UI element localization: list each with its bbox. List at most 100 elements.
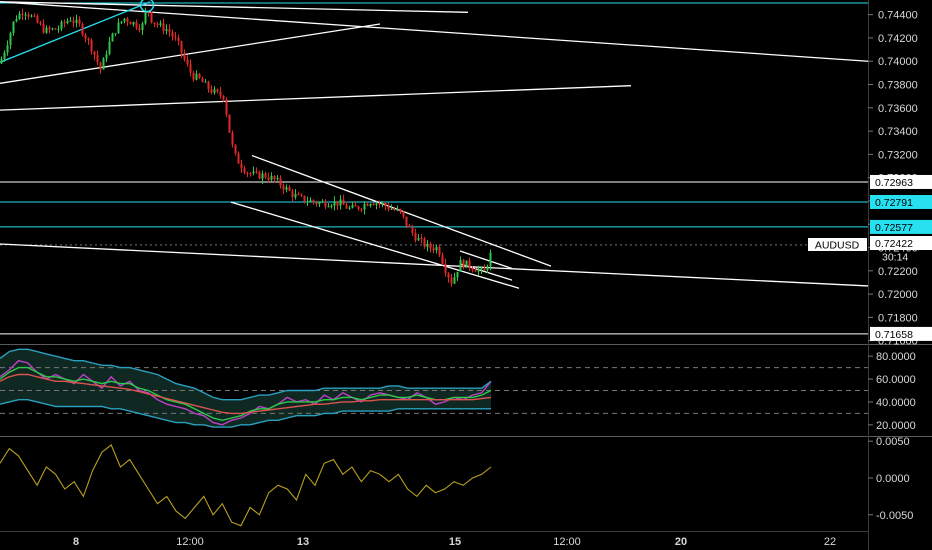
bollinger-band-fill (0, 349, 491, 428)
candle-body (105, 54, 108, 59)
time-scale[interactable]: 8 12:00 13 15 12:00 20 22 (0, 531, 868, 549)
candle-body (72, 20, 75, 23)
trend-line[interactable] (230, 201, 520, 289)
candle-body (210, 89, 213, 93)
candle-body (423, 238, 426, 247)
candle-body (267, 177, 270, 180)
candle-body (168, 29, 171, 33)
candle-body (417, 238, 420, 241)
level-tag-bg (870, 326, 932, 341)
candle-body (201, 78, 204, 83)
candle-body (183, 52, 186, 60)
candle-body (441, 255, 444, 264)
candle-body (243, 168, 246, 173)
candle-body (123, 18, 126, 22)
oscillator-lines (0, 348, 492, 428)
candle-body (156, 23, 159, 25)
candle-body (330, 205, 333, 207)
candle-body (246, 172, 249, 174)
trend-line[interactable] (459, 250, 513, 270)
candle-body (297, 193, 300, 195)
candle-body (432, 248, 435, 251)
candle-body (468, 260, 471, 268)
price-tick-label: 0.73400 (878, 126, 918, 138)
candle-body (237, 153, 240, 164)
trend-line[interactable] (0, 85, 632, 111)
momentum-tick-label: 0.0000 (876, 473, 910, 485)
candle-body (279, 178, 282, 186)
momentum-scale[interactable]: 0.0050 0.0000 -0.0050 (868, 436, 913, 522)
candle-body (108, 41, 111, 55)
candle-body (282, 185, 285, 190)
candle-body (141, 23, 144, 31)
trend-line[interactable] (0, 1, 151, 63)
candle-body (87, 38, 90, 41)
candle-body (48, 27, 51, 30)
candle-body (180, 41, 183, 53)
candle-body (387, 206, 390, 210)
candle-body (126, 18, 129, 23)
candle-body (207, 81, 210, 90)
candle-body (465, 260, 468, 268)
trend-line[interactable] (0, 1, 469, 13)
candle-body (336, 201, 339, 206)
candle-body (402, 211, 405, 217)
candle-body (90, 40, 93, 52)
candle-body (30, 15, 33, 17)
level-tag-bg (870, 219, 932, 234)
candle-body (51, 28, 54, 30)
candle-body (471, 267, 474, 271)
candle-body (384, 203, 387, 207)
candle-body (75, 19, 78, 23)
price-tick-label: 0.72000 (878, 289, 918, 301)
candle-body (372, 203, 375, 205)
momentum-pane[interactable] (0, 444, 492, 527)
oscillator-tick-label: 80.0000 (876, 351, 916, 363)
level-tag-label: 0.72577 (875, 222, 913, 234)
candle-body (273, 175, 276, 180)
time-tick-label: 20 (675, 536, 687, 548)
candle-body (342, 199, 345, 205)
candle-body (219, 91, 222, 96)
candle-body (456, 271, 459, 278)
candle-body (438, 246, 441, 256)
candle-body (231, 132, 234, 145)
trend-line[interactable] (0, 243, 869, 287)
candle-body (63, 21, 66, 23)
last-price-label: 0.72422 (875, 238, 913, 250)
momentum-line (0, 444, 492, 527)
event-marker[interactable] (139, 0, 155, 13)
candle-body (339, 199, 342, 206)
candle-body (0, 59, 3, 64)
price-pane[interactable] (0, 0, 869, 335)
candle-body (93, 51, 96, 56)
candle-body (315, 202, 318, 205)
candle-body (354, 204, 357, 207)
candle-body (18, 13, 21, 19)
candle-body (33, 15, 36, 17)
oscillator-pane[interactable] (0, 348, 868, 428)
candle-body (3, 52, 6, 60)
candle-body (27, 14, 30, 17)
candle-body (270, 175, 273, 180)
candle-body (222, 95, 225, 100)
oscillator-tick-label: 60.0000 (876, 374, 916, 386)
candle-body (435, 246, 438, 251)
time-tick-label: 12:00 (553, 536, 581, 548)
candle-body (276, 178, 279, 180)
candle-body (453, 277, 456, 284)
candle-body (414, 232, 417, 241)
candle-body (66, 20, 69, 23)
oscillator-scale[interactable]: 80.0000 60.0000 40.0000 20.0000 (868, 351, 916, 432)
candle-body (153, 22, 156, 24)
oscillator-dashed-levels (0, 367, 868, 414)
trend-line[interactable] (0, 23, 381, 84)
candle-body (489, 252, 492, 267)
oscillator-line (0, 348, 492, 401)
candle-body (300, 194, 303, 196)
candle-body (408, 225, 411, 228)
candle-body (102, 58, 105, 70)
candle-body (132, 22, 135, 25)
